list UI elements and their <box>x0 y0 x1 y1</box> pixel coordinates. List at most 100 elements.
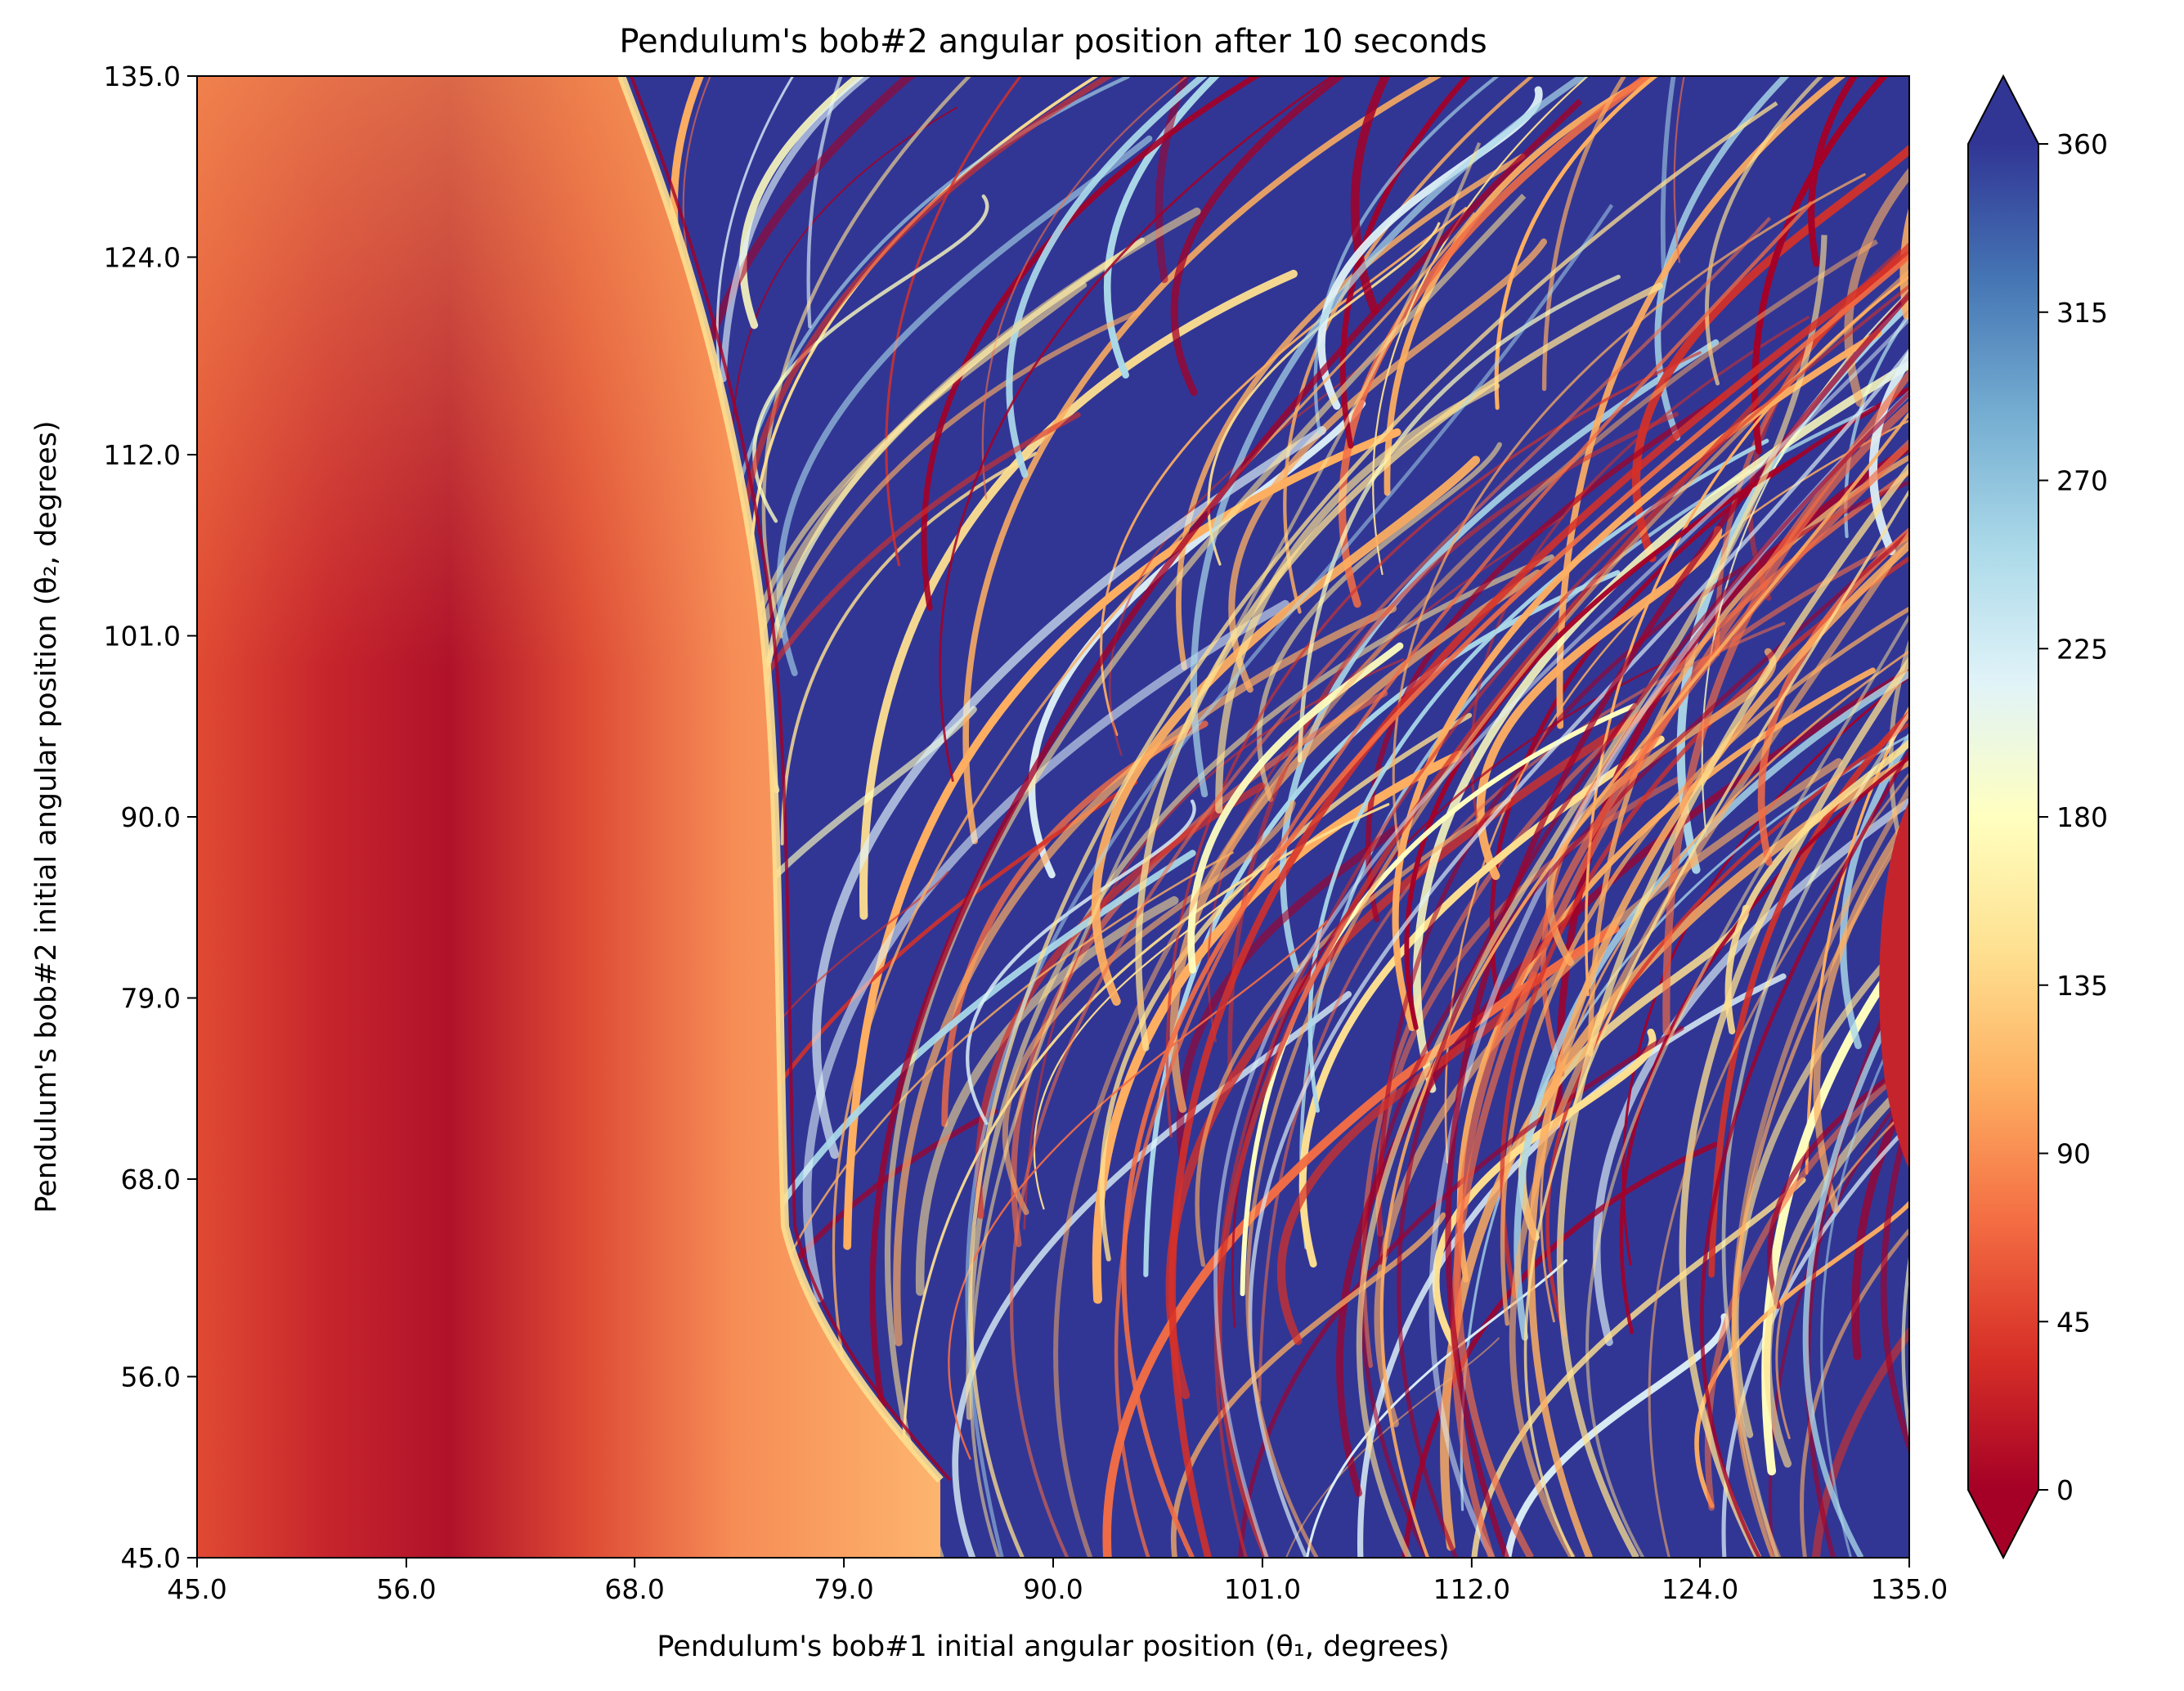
chaotic-streak <box>780 451 1038 846</box>
chaotic-streak <box>1704 1061 1909 1511</box>
chaotic-streak <box>731 106 957 457</box>
y-axis-label: Pendulum's bob#2 initial angular positio… <box>30 420 63 1213</box>
chaotic-band <box>969 141 1482 1558</box>
chaotic-streak <box>1228 238 1547 693</box>
x-tick-label: 124.0 <box>1662 1573 1738 1605</box>
chaotic-band <box>1121 253 1909 1558</box>
chaotic-streak <box>1587 454 1909 1057</box>
chaotic-streak <box>1100 207 1468 737</box>
chaotic-streak <box>1401 1142 1718 1558</box>
chaotic-streak <box>1023 658 1405 1230</box>
chaotic-streak <box>948 920 1328 1460</box>
chaotic-streak <box>1102 924 1620 1558</box>
chaotic-streak <box>1775 1106 1909 1440</box>
chaotic-streak <box>939 76 1335 783</box>
chaotic-streak <box>1540 649 1909 1323</box>
chaotic-band <box>1445 289 1909 1558</box>
chaotic-streak <box>1844 167 1909 407</box>
chaotic-streak <box>901 803 1390 1526</box>
chaotic-streak <box>1541 76 1627 392</box>
x-tick-label: 56.0 <box>376 1573 436 1605</box>
chaotic-band <box>1721 710 1909 1558</box>
y-tick-label: 112.0 <box>104 439 181 471</box>
chaotic-streak <box>761 76 972 639</box>
colorbar-tick-label: 270 <box>2056 465 2108 497</box>
chaotic-streak <box>715 76 795 454</box>
chaotic-streak <box>1662 400 1909 1036</box>
chaotic-band <box>1880 1106 1909 1455</box>
right-edge-red-lobe <box>1879 801 1909 1169</box>
x-tick-label: 45.0 <box>167 1573 226 1605</box>
chaotic-streak <box>1556 76 1847 729</box>
chaotic-streak <box>1169 569 1542 1113</box>
chaotic-band <box>1679 655 1909 1558</box>
chaotic-streak <box>1813 811 1909 1213</box>
chaotic-streak <box>1190 76 1590 798</box>
y-tick-label: 135.0 <box>104 61 181 92</box>
chaotic-streak <box>1694 1200 1909 1509</box>
colorbar-extend-top <box>1968 76 2038 144</box>
chaotic-streak <box>1800 1227 1909 1558</box>
x-axis-label: Pendulum's bob#1 initial angular positio… <box>657 1630 1449 1663</box>
x-tick-label: 79.0 <box>814 1573 873 1605</box>
chaotic-streak <box>1170 76 1346 397</box>
chaotic-streak <box>682 76 712 321</box>
chaotic-streak <box>1365 392 1727 922</box>
chaotic-streak <box>776 135 1153 677</box>
chaotic-streak <box>1165 351 1702 1138</box>
chaotic-streak <box>1215 382 1500 814</box>
y-tick-label: 79.0 <box>121 982 181 1014</box>
chaotic-streak <box>1313 76 1500 435</box>
chaotic-streak <box>1494 76 1659 410</box>
colorbar-tick-label: 225 <box>2056 633 2108 665</box>
chaotic-band <box>1396 390 1909 1558</box>
chaotic-streak <box>1006 76 1209 478</box>
chaotic-streak <box>1412 360 1909 1093</box>
chaotic-streak <box>1207 222 1441 566</box>
chaotic-streak <box>1899 205 1909 320</box>
y-tick-label: 68.0 <box>121 1164 181 1195</box>
chaotic-band <box>1802 972 1909 1558</box>
regular-region-shade <box>197 76 940 1558</box>
chart-title: Pendulum's bob#2 angular position after … <box>619 23 1487 61</box>
chaotic-streak <box>1808 76 1859 267</box>
y-tick-label: 101.0 <box>104 621 181 653</box>
colorbar-tick-label: 0 <box>2056 1474 2074 1506</box>
chaotic-streak <box>1851 1081 1909 1361</box>
x-tick-label: 101.0 <box>1224 1573 1301 1605</box>
colorbar-extend-bottom <box>1968 1490 2038 1558</box>
chaotic-streak <box>1805 705 1909 1175</box>
chaotic-band <box>1168 249 1909 1558</box>
chaotic-band <box>1248 348 1909 1558</box>
chaotic-streak <box>806 76 843 329</box>
chaotic-streak <box>1500 555 1909 1299</box>
chaotic-band <box>832 212 1476 1558</box>
heatmap-image <box>197 76 1909 1558</box>
chaotic-streak <box>1350 76 1391 315</box>
chaotic-band <box>1731 784 1909 1558</box>
chaotic-streak <box>1297 275 1621 763</box>
chaotic-streak <box>1839 732 1909 1050</box>
chaotic-streak <box>1660 76 1676 281</box>
colorbar-ticks: 0 45 90 135 180 225 270 315 360 <box>2038 128 2108 1506</box>
chaotic-band <box>1509 529 1909 1558</box>
chaotic-streak <box>1470 316 1810 820</box>
chaotic-streak <box>1440 756 1909 1551</box>
chaotic-streak <box>752 194 989 523</box>
chaotic-streak <box>1673 76 1685 263</box>
colorbar-tick-label: 180 <box>2056 801 2108 833</box>
chaotic-streak <box>915 895 1179 1296</box>
chaotic-streak <box>1654 76 1791 441</box>
chaotic-band <box>1379 410 1909 1558</box>
colorbar-gradient <box>2003 144 2038 1490</box>
chaotic-band <box>1805 951 1909 1558</box>
chaotic-band <box>1010 217 1772 1558</box>
colorbar-tick-label: 135 <box>2056 970 2108 1002</box>
chaotic-streak <box>1033 859 1270 1210</box>
chaotic-band <box>884 193 1527 1558</box>
chaotic-streak <box>1171 1212 1446 1558</box>
chaotic-streak <box>1258 621 1786 1402</box>
chaotic-band <box>1213 316 1909 1558</box>
chaotic-streak <box>1751 76 1889 455</box>
y-tick-label: 45.0 <box>121 1542 181 1574</box>
